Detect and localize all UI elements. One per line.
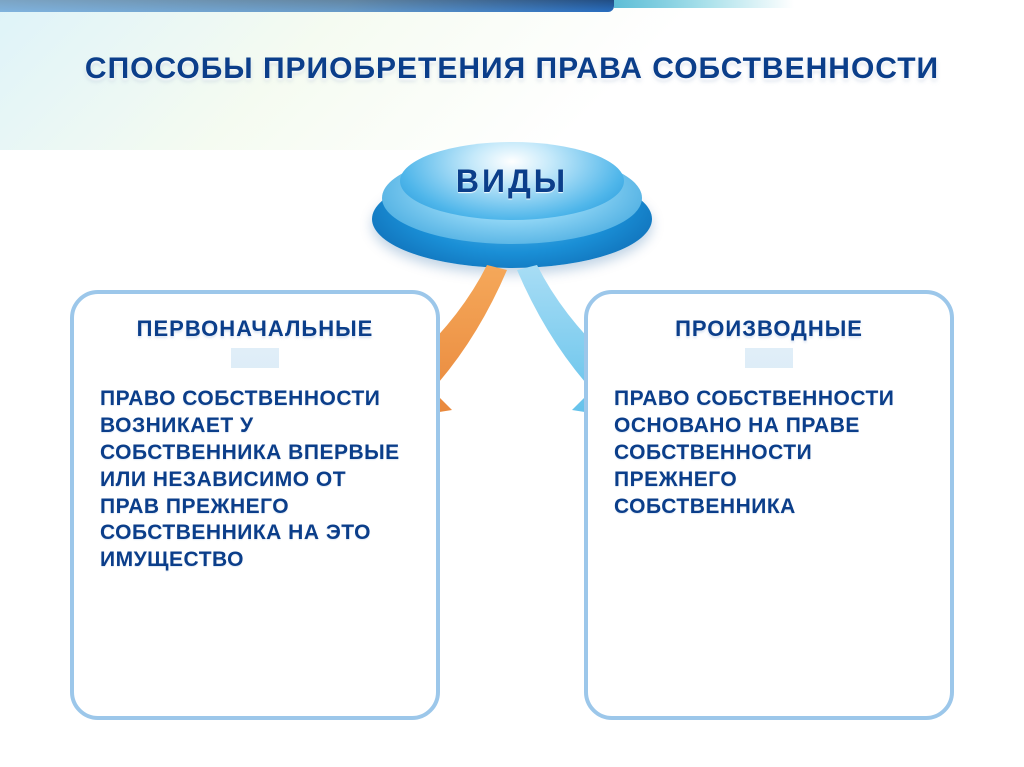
right-box-text: ПРАВО СОБСТВЕННОСТИ ОСНОВАНО НА ПРАВЕ СО… <box>614 386 924 520</box>
central-disc: ВИДЫ <box>372 128 652 268</box>
left-box: ПЕРВОНАЧАЛЬНЫЕ ПРАВО СОБСТВЕННОСТИ ВОЗНИ… <box>70 290 440 720</box>
disc-label: ВИДЫ <box>456 163 568 200</box>
right-box-title: ПРОИЗВОДНЫЕ <box>614 316 924 342</box>
disc-top-layer: ВИДЫ <box>400 142 624 220</box>
right-box: ПРОИЗВОДНЫЕ ПРАВО СОБСТВЕННОСТИ ОСНОВАНО… <box>584 290 954 720</box>
left-box-text: ПРАВО СОБСТВЕННОСТИ ВОЗНИКАЕТ У СОБСТВЕН… <box>100 386 410 574</box>
chevron-down-icon <box>745 348 793 368</box>
slide-title: СПОСОБЫ ПРИОБРЕТЕНИЯ ПРАВА СОБСТВЕННОСТИ <box>0 52 1024 86</box>
left-box-title: ПЕРВОНАЧАЛЬНЫЕ <box>100 316 410 342</box>
chevron-down-icon <box>231 348 279 368</box>
